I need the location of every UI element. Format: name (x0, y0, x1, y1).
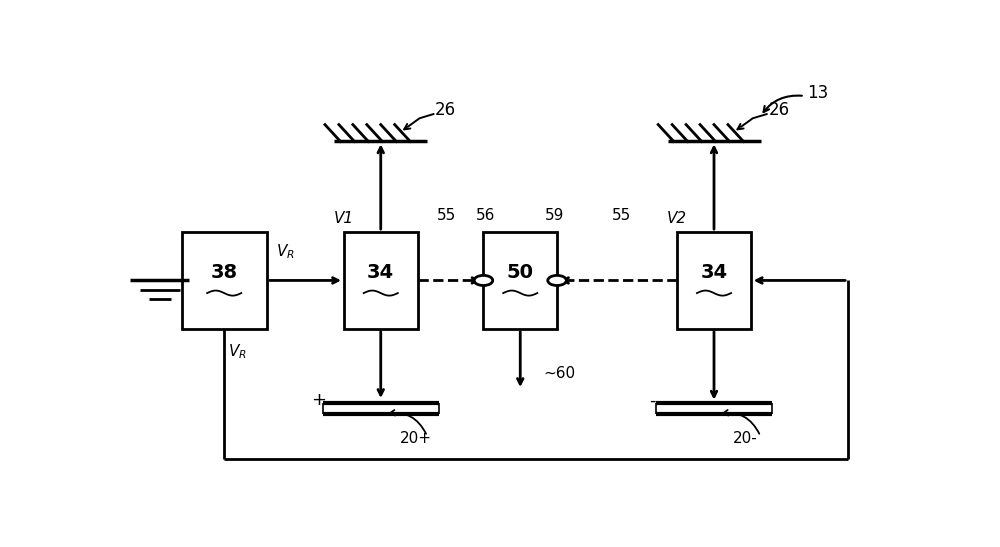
Text: 34: 34 (367, 263, 394, 282)
Text: 59: 59 (545, 208, 564, 223)
Text: 20+: 20+ (400, 431, 432, 446)
Text: V2: V2 (667, 211, 687, 225)
Text: 26: 26 (768, 101, 789, 119)
Text: 20-: 20- (733, 431, 758, 446)
Text: 13: 13 (807, 84, 828, 102)
Bar (677, 232, 751, 329)
Text: $V_R$: $V_R$ (228, 343, 247, 362)
Text: 55: 55 (611, 208, 631, 223)
Circle shape (474, 275, 493, 286)
Text: 38: 38 (211, 263, 238, 282)
Text: 34: 34 (700, 263, 728, 282)
Bar (344, 232, 418, 329)
Text: +: + (311, 392, 326, 410)
Text: ~60: ~60 (544, 365, 576, 381)
Circle shape (548, 275, 566, 286)
Text: 26: 26 (435, 101, 456, 119)
Text: V1: V1 (334, 211, 354, 225)
Text: 50: 50 (507, 263, 534, 282)
Text: 55: 55 (437, 208, 456, 223)
Text: -: - (649, 392, 655, 410)
Text: $V_R$: $V_R$ (276, 243, 295, 261)
Bar (182, 232, 267, 329)
Text: 56: 56 (476, 208, 495, 223)
Bar (483, 232, 557, 329)
